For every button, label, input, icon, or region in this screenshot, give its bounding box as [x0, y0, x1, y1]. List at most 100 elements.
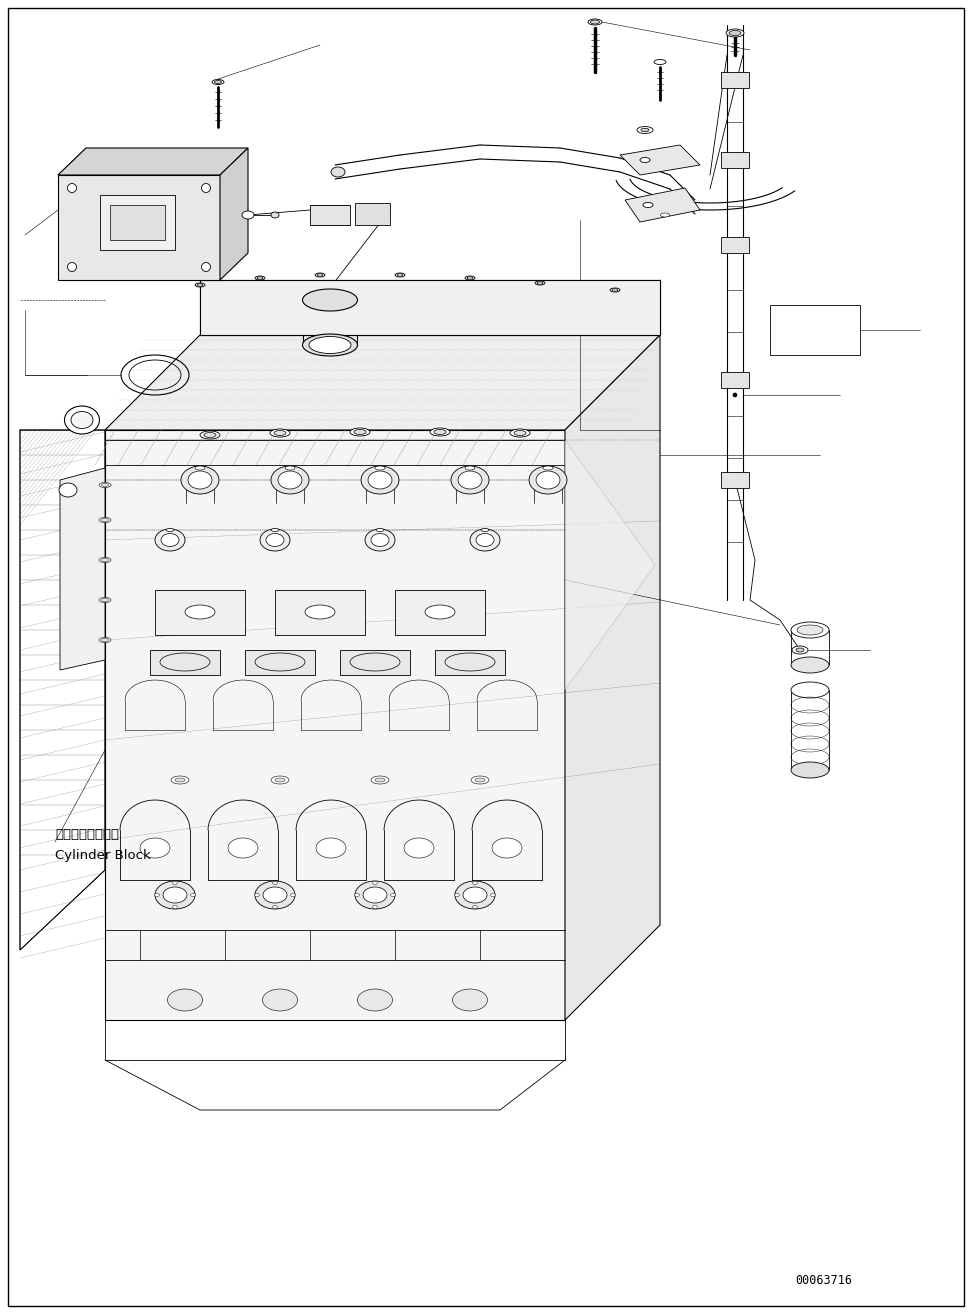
Ellipse shape [71, 411, 93, 428]
Ellipse shape [476, 533, 494, 547]
Ellipse shape [637, 126, 653, 134]
Ellipse shape [99, 482, 111, 487]
Ellipse shape [204, 432, 216, 438]
Ellipse shape [350, 428, 370, 436]
Ellipse shape [201, 184, 211, 192]
Ellipse shape [368, 470, 392, 489]
Ellipse shape [791, 657, 829, 673]
Ellipse shape [275, 778, 285, 782]
Ellipse shape [471, 777, 489, 784]
Ellipse shape [315, 273, 325, 277]
Polygon shape [58, 148, 248, 175]
Ellipse shape [260, 530, 290, 551]
Ellipse shape [175, 778, 185, 782]
Ellipse shape [201, 263, 211, 272]
Ellipse shape [375, 466, 385, 470]
Ellipse shape [535, 281, 545, 285]
Polygon shape [60, 468, 105, 670]
Ellipse shape [797, 625, 823, 635]
Bar [150, 650, 220, 675]
Ellipse shape [191, 894, 195, 896]
Polygon shape [105, 335, 660, 430]
Ellipse shape [172, 882, 178, 884]
Bar [245, 650, 315, 675]
Ellipse shape [161, 533, 179, 547]
Ellipse shape [271, 466, 309, 494]
Bar [355, 202, 390, 225]
Ellipse shape [172, 905, 178, 908]
Ellipse shape [271, 777, 289, 784]
Bar [395, 590, 485, 635]
Ellipse shape [641, 129, 649, 131]
Ellipse shape [278, 470, 302, 489]
Ellipse shape [271, 528, 279, 531]
Text: 00063716: 00063716 [795, 1273, 852, 1286]
Ellipse shape [262, 989, 297, 1010]
Ellipse shape [166, 528, 174, 531]
Ellipse shape [455, 880, 495, 909]
Ellipse shape [463, 887, 487, 903]
Ellipse shape [257, 277, 263, 280]
Ellipse shape [529, 466, 567, 494]
Ellipse shape [514, 431, 526, 435]
Bar [340, 650, 410, 675]
Ellipse shape [140, 838, 170, 858]
Ellipse shape [395, 273, 405, 277]
Bar [155, 590, 245, 635]
Bar [110, 205, 165, 240]
Ellipse shape [733, 393, 737, 397]
Ellipse shape [99, 637, 111, 643]
Bar [721, 372, 749, 388]
Bar [310, 205, 350, 225]
Ellipse shape [266, 533, 284, 547]
Ellipse shape [155, 894, 159, 896]
Ellipse shape [465, 466, 475, 470]
Ellipse shape [291, 894, 295, 896]
Ellipse shape [271, 212, 279, 218]
Ellipse shape [472, 905, 477, 908]
Ellipse shape [155, 880, 195, 909]
Ellipse shape [155, 530, 185, 551]
Ellipse shape [358, 989, 393, 1010]
Ellipse shape [197, 284, 203, 286]
Ellipse shape [365, 530, 395, 551]
Ellipse shape [372, 882, 377, 884]
Ellipse shape [228, 838, 258, 858]
Ellipse shape [791, 622, 829, 639]
Ellipse shape [430, 428, 450, 436]
Polygon shape [565, 335, 660, 1020]
Ellipse shape [536, 470, 560, 489]
Ellipse shape [167, 989, 202, 1010]
Ellipse shape [453, 989, 488, 1010]
Ellipse shape [163, 887, 187, 903]
Ellipse shape [537, 281, 543, 284]
Ellipse shape [101, 484, 109, 486]
Ellipse shape [255, 880, 295, 909]
Ellipse shape [270, 428, 290, 438]
Ellipse shape [376, 528, 384, 531]
Ellipse shape [470, 530, 500, 551]
Ellipse shape [101, 598, 109, 602]
Ellipse shape [317, 273, 323, 276]
Ellipse shape [372, 905, 377, 908]
Ellipse shape [425, 604, 455, 619]
Ellipse shape [467, 277, 473, 280]
Ellipse shape [285, 466, 295, 470]
Polygon shape [200, 280, 660, 335]
Ellipse shape [612, 289, 618, 292]
Bar [100, 194, 175, 250]
Ellipse shape [543, 466, 553, 470]
Ellipse shape [302, 334, 358, 356]
Ellipse shape [242, 212, 254, 219]
Polygon shape [20, 430, 105, 950]
Ellipse shape [792, 646, 808, 654]
Ellipse shape [375, 778, 385, 782]
Ellipse shape [316, 838, 346, 858]
Text: シリンダブロック: シリンダブロック [55, 829, 119, 841]
Ellipse shape [588, 18, 602, 25]
Bar [275, 590, 365, 635]
Ellipse shape [99, 518, 111, 523]
Ellipse shape [354, 430, 366, 435]
Ellipse shape [272, 905, 277, 908]
Ellipse shape [101, 558, 109, 561]
